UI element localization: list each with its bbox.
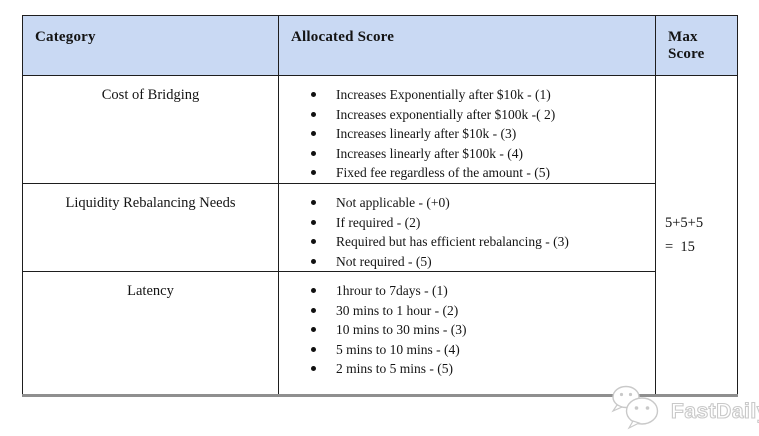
options-list: Not applicable - (+0) If required - (2) … (309, 193, 649, 271)
option-item: Not required - (5) (309, 252, 649, 271)
option-item: Not applicable - (+0) (309, 193, 649, 213)
option-item: Fixed fee regardless of the amount - (5) (309, 163, 649, 183)
option-item: 5 mins to 10 mins - (4) (309, 340, 649, 360)
options-liquidity-rebalancing: Not applicable - (+0) If required - (2) … (278, 183, 656, 272)
option-item: 2 mins to 5 mins - (5) (309, 359, 649, 379)
table-header-row: Category Allocated Score Max Score (22, 15, 738, 76)
option-item: 30 mins to 1 hour - (2) (309, 301, 649, 321)
option-item: Required but has efficient rebalancing -… (309, 232, 649, 252)
option-item: Increases linearly after $100k - (4) (309, 144, 649, 164)
table-row: Latency 1hrour to 7days - (1) 30 mins to… (22, 271, 738, 397)
max-score-line2: = 15 (665, 239, 695, 255)
option-item: Increases linearly after $10k - (3) (309, 124, 649, 144)
category-cost-of-bridging: Cost of Bridging (22, 75, 279, 184)
header-max-score: Max Score (655, 15, 738, 76)
category-liquidity-rebalancing: Liquidity Rebalancing Needs (22, 183, 279, 272)
table-row: Cost of Bridging Increases Exponentially… (22, 75, 738, 397)
max-score-line1: 5+5+5 (665, 215, 704, 231)
header-category: Category (22, 15, 279, 76)
header-allocated-score: Allocated Score (278, 15, 656, 76)
options-cost-of-bridging: Increases Exponentially after $10k - (1)… (278, 75, 656, 184)
options-list: 1hrour to 7days - (1) 30 mins to 1 hour … (309, 281, 649, 379)
option-item: 10 mins to 30 mins - (3) (309, 320, 649, 340)
max-score-cell: 5+5+5 = 15 (655, 75, 738, 397)
table-row: Liquidity Rebalancing Needs Not applicab… (22, 183, 738, 272)
option-item: 1hrour to 7days - (1) (309, 281, 649, 301)
options-list: Increases Exponentially after $10k - (1)… (309, 85, 649, 183)
watermark-label: FastDaily (670, 400, 759, 423)
option-item: If required - (2) (309, 213, 649, 233)
options-latency: 1hrour to 7days - (1) 30 mins to 1 hour … (278, 271, 656, 397)
scoring-table: Category Allocated Score Max Score Cost … (22, 15, 738, 397)
option-item: Increases exponentially after $100k -( 2… (309, 105, 649, 125)
category-latency: Latency (22, 271, 279, 397)
option-item: Increases Exponentially after $10k - (1) (309, 85, 649, 105)
